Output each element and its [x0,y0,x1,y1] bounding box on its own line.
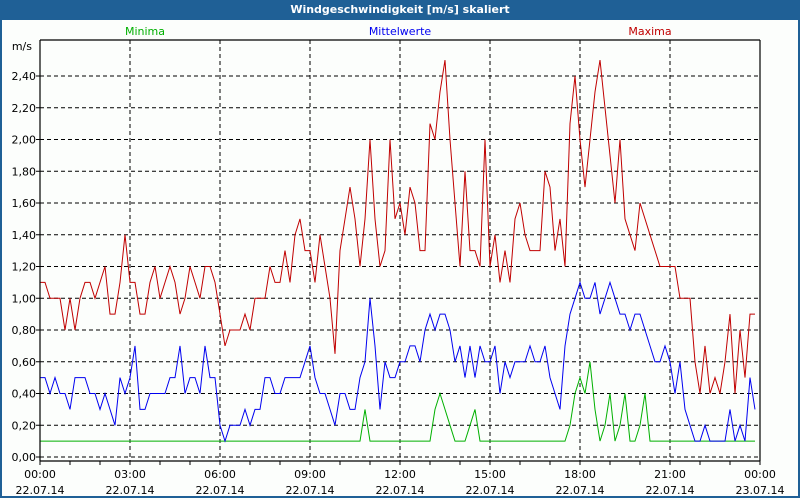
series-line-mittelwerte [40,280,756,443]
x-tick-date: 22.07.14 [106,484,155,497]
axes: 0,00 0,20 0,40 0,60 0,80 1,00 1,20 1,40 1,60 1,80… [12,39,785,497]
y-tick-label: 2,20 [12,102,37,115]
y-tick-label: 1,00 [12,292,37,305]
grid [40,40,760,461]
x-tick-time: 18:00 [564,468,596,481]
y-tick-label: 2,40 [12,70,37,83]
y-tick-label: 1,40 [12,229,37,242]
x-tick-time: 12:00 [384,468,416,481]
series-line-maxima [40,60,755,394]
y-tick-label: 0,20 [12,419,37,432]
series-lines [40,60,756,443]
x-tick-date: 23.07.14 [736,484,785,497]
x-tick-time: 15:00 [474,468,506,481]
y-tick-label: 1,80 [12,165,37,178]
x-tick-time: 00:00 [744,468,776,481]
x-tick-date: 22.07.14 [16,484,65,497]
y-tick-label: 0,80 [12,324,37,337]
y-tick-label: 2,00 [12,134,37,147]
x-tick-date: 22.07.14 [286,484,335,497]
x-tick-date: 22.07.14 [646,484,695,497]
x-tick-date: 22.07.14 [196,484,245,497]
x-tick-time: 09:00 [294,468,326,481]
x-tick-date: 22.07.14 [376,484,425,497]
legend-mittelwerte: Mittelwerte [369,25,432,38]
y-tick-label: 0,40 [12,388,37,401]
legend-minima: Minima [125,25,165,38]
x-tick-time: 03:00 [114,468,146,481]
y-tick-label: 1,60 [12,197,37,210]
x-tick-time: 21:00 [654,468,686,481]
y-axis-label: m/s [12,40,32,53]
y-tick-label: 0,00 [12,451,37,464]
series-line-minima [40,361,755,442]
legend-maxima: Maxima [628,25,671,38]
y-tick-label: 1,20 [12,261,37,274]
x-tick-time: 00:00 [24,468,56,481]
window-title: Windgeschwindigkeit [m/s] skaliert [0,0,800,20]
x-tick-date: 22.07.14 [466,484,515,497]
x-tick-date: 22.07.14 [556,484,605,497]
x-tick-time: 06:00 [204,468,236,481]
y-tick-label: 0,60 [12,356,37,369]
